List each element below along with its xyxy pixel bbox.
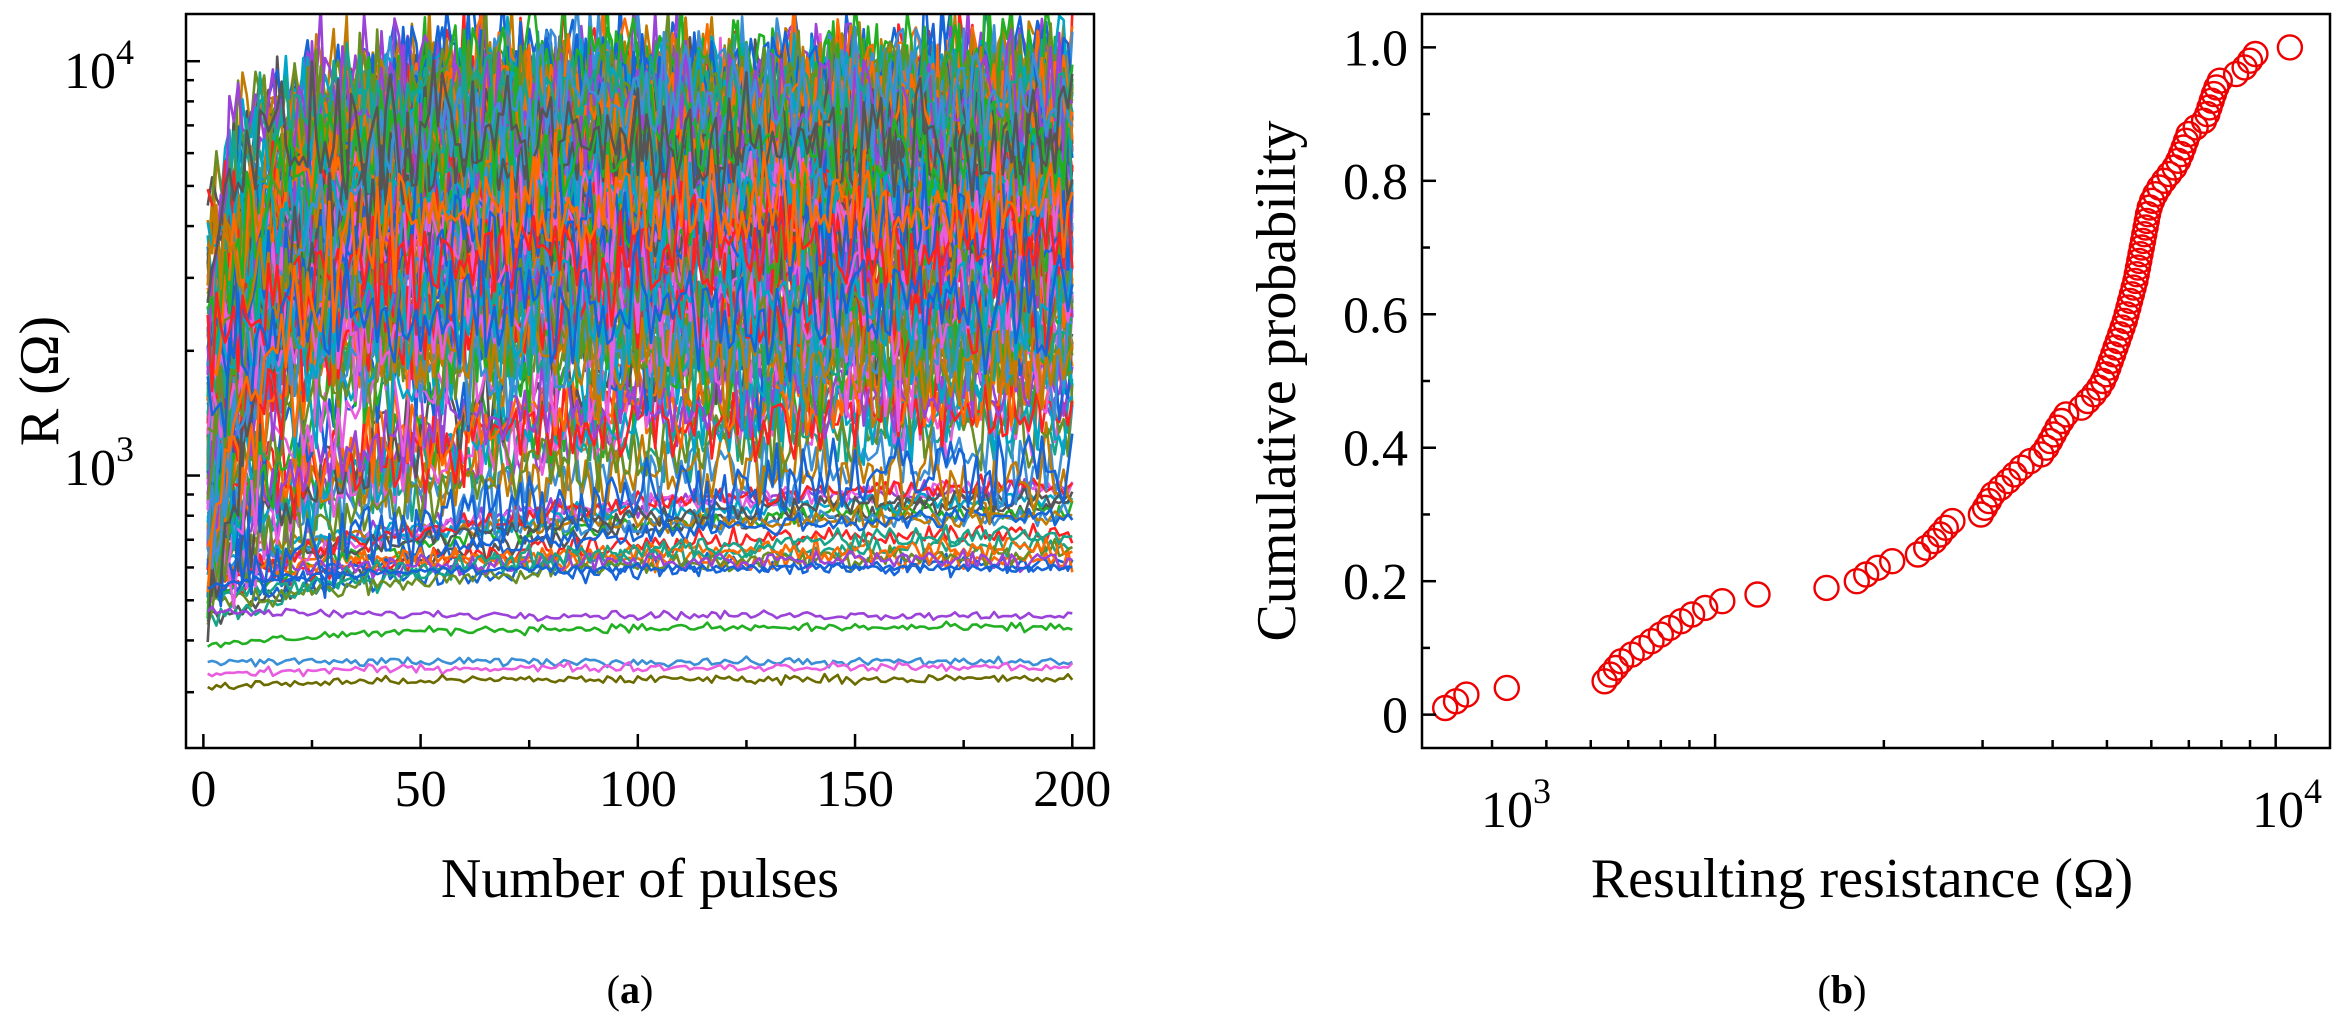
cdf-point (1744, 581, 1771, 608)
resistance-trace (206, 405, 1074, 554)
cdf-point (2033, 434, 2060, 461)
panel-b-x-axis-label: Resulting resistance (Ω) (1591, 848, 2133, 910)
cdf-point (2150, 167, 2178, 195)
panel-b-y-tick-label: 0.2 (1343, 554, 1408, 611)
resistance-trace (206, 503, 1073, 562)
cdf-point (2036, 427, 2064, 455)
cdf-point (2040, 421, 2068, 448)
cdf-point (1453, 681, 1480, 708)
resistance-trace (207, 655, 1073, 669)
panel-b-x-tick-label: 104 (2252, 771, 2322, 839)
cdf-point (2156, 160, 2183, 188)
panel-b-markers (1431, 34, 2304, 722)
cdf-point (2242, 40, 2269, 68)
panel-a-x-axis: 0 50 100 150 200 (190, 734, 1111, 818)
resistance-trace (206, 131, 1074, 593)
panel-b-x-tick-label: 103 (1481, 771, 1551, 839)
cdf-point (1987, 474, 2014, 501)
cdf-point (2175, 120, 2202, 148)
panel-b-y-tick-label: 0.6 (1343, 287, 1408, 344)
resistance-trace (207, 672, 1074, 691)
resistance-trace (206, 546, 1074, 574)
cdf-point (2068, 394, 2095, 421)
cdf-point (1691, 594, 1719, 622)
cdf-point (1638, 628, 1665, 655)
panel-a-y-axis: 104 103 (64, 32, 200, 694)
cdf-point (1912, 534, 1940, 561)
cdf-point (1602, 654, 1630, 682)
cdf-point (2142, 180, 2169, 208)
resistance-trace (206, 41, 1074, 472)
cdf-point (1843, 568, 1871, 595)
panel-b-y-tick-label: 1.0 (1343, 20, 1408, 77)
cdf-point (1967, 501, 1995, 528)
panel-a-y-tick-label: 103 (64, 429, 134, 497)
resistance-trace (206, 59, 1074, 304)
cdf-point (1926, 521, 1954, 548)
cdf-point (2222, 60, 2250, 88)
resistance-trace (206, 620, 1073, 649)
cdf-point (2236, 47, 2264, 74)
cdf-point (1878, 548, 1906, 575)
cdf-point (1939, 507, 1966, 535)
cdf-point (2028, 441, 2055, 468)
panel-a-y-axis-label: R (Ω) (9, 316, 71, 446)
cdf-point (1979, 481, 2007, 508)
panel-a-traces (206, 14, 1074, 691)
resistance-trace (207, 343, 1074, 574)
resistance-trace (206, 372, 1074, 604)
cdf-point (2001, 461, 2028, 488)
resistance-trace (207, 561, 1073, 590)
panel-a-y-tick-label: 104 (64, 32, 134, 100)
panel-a-caption: (a) (607, 967, 654, 1012)
resistance-trace (206, 163, 1074, 387)
cdf-point (2206, 67, 2234, 94)
panel-a: 0 50 100 150 200 104 103 Number of pulses R … (9, 12, 1111, 1012)
panel-a-x-axis-label: Number of pulses (441, 848, 839, 910)
resistance-trace (206, 605, 1073, 622)
resistance-trace (206, 433, 1074, 608)
panel-b-x-axis: 103 104 (1481, 734, 2322, 839)
resistance-trace (206, 25, 1074, 570)
cdf-point (2048, 407, 2075, 435)
cdf-point (2052, 401, 2080, 428)
resistance-trace (206, 485, 1074, 577)
panel-b-y-axis: 0 0.2 0.4 0.6 0.8 1.0 (1343, 20, 1436, 745)
panel-a-x-tick-label: 50 (395, 761, 447, 818)
panel-a-x-tick-label: 0 (190, 761, 216, 818)
resistance-trace (206, 217, 1074, 438)
cdf-point (2008, 454, 2035, 481)
cdf-point (2044, 414, 2071, 441)
cdf-point (1994, 467, 2022, 495)
cdf-point (2146, 174, 2173, 201)
panel-b-y-tick-label: 0.8 (1343, 154, 1408, 211)
cdf-point (1813, 574, 1840, 602)
panel-b-y-tick-label: 0 (1382, 688, 1408, 745)
cdf-point (1678, 601, 1706, 628)
panel-b-caption: (b) (1818, 967, 1867, 1012)
panel-a-x-tick-label: 150 (816, 761, 894, 818)
panel-a-plot-frame (184, 12, 1096, 750)
panel-b-y-tick-label: 0.4 (1343, 421, 1408, 478)
panel-b: 103 104 0 0.2 0.4 0.6 0.8 1.0 Resulting resis… (1246, 12, 2332, 1012)
cdf-point (1493, 674, 1521, 702)
panel-a-x-tick-label: 200 (1033, 761, 1111, 818)
resistance-trace (207, 660, 1074, 678)
cdf-point (1932, 514, 1960, 541)
cdf-point (1709, 588, 1736, 615)
cdf-point (1971, 494, 1999, 521)
panel-b-y-axis-label: Cumulative probability (1246, 120, 1308, 641)
cdf-point (2276, 34, 2304, 61)
cdf-point (2080, 381, 2108, 408)
cdf-point (1904, 541, 1932, 568)
cdf-point (1647, 621, 1675, 648)
cdf-point (1864, 554, 1891, 581)
panel-a-x-tick-label: 100 (599, 761, 677, 818)
